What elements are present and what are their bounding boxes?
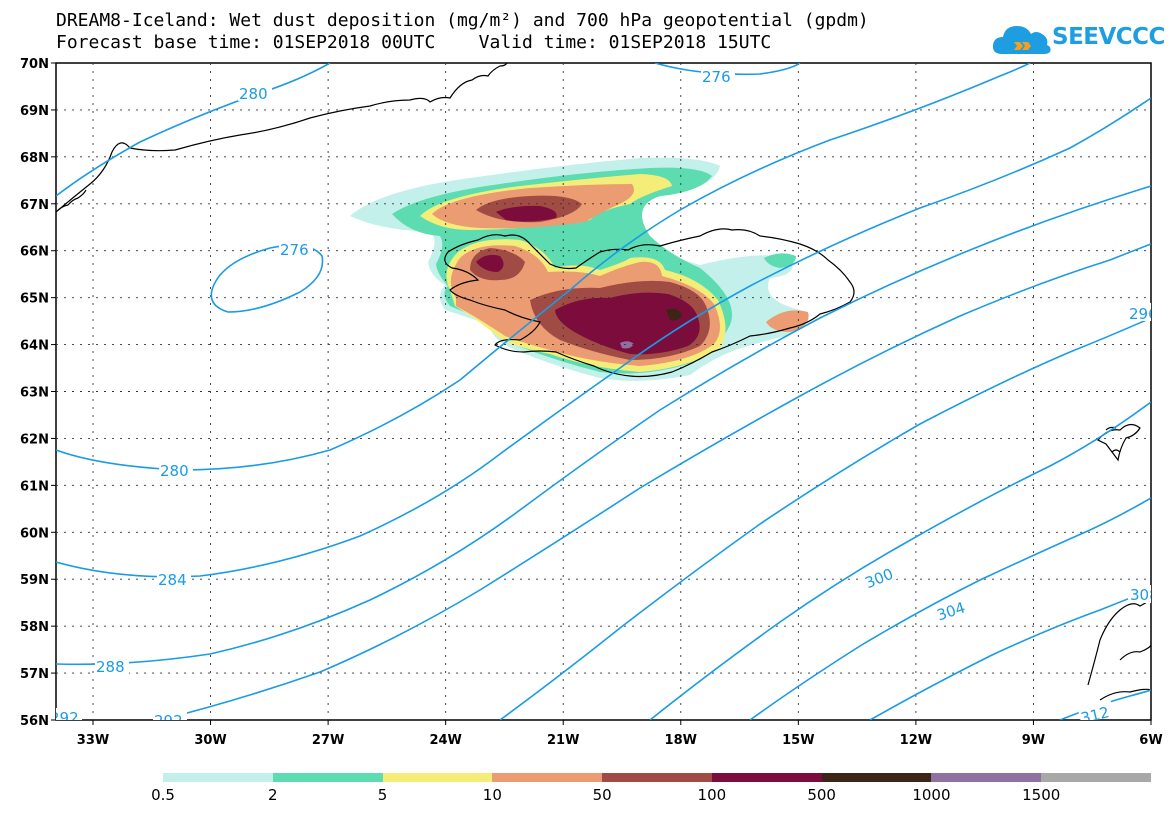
legend-swatch (602, 773, 712, 782)
legend-swatch (272, 773, 383, 782)
dust-level-100 (555, 292, 700, 355)
dust-level-1000 (620, 341, 634, 349)
lon-label: 9W (1022, 733, 1045, 748)
legend-swatch (492, 773, 603, 782)
legend-label: 50 (592, 786, 612, 804)
lat-label: 66N (20, 245, 49, 260)
shetland-coast (1097, 423, 1141, 462)
contour-276-oval (210, 244, 324, 313)
lat-label: 59N (20, 573, 49, 588)
contour-label-280: 280 (160, 462, 189, 480)
lat-label: 70N (20, 57, 49, 72)
contour-276-north (654, 63, 801, 76)
legend-label: 0.5 (151, 786, 175, 804)
lon-label: 24W (429, 733, 461, 748)
legend-label: 1500 (1022, 786, 1061, 804)
lon-label: 12W (900, 733, 932, 748)
dust-level-100-c (476, 254, 504, 272)
dust-deposition-shading (350, 157, 809, 381)
lat-label: 56N (20, 714, 49, 729)
contour-label-276-oval: 276 (280, 241, 309, 259)
contour-284 (56, 97, 1151, 578)
contour-300 (649, 401, 1151, 720)
legend-swatch (711, 773, 822, 782)
legend-swatch (1041, 773, 1152, 782)
greenland-coast-detail (56, 189, 87, 213)
contour-288 (56, 185, 1151, 666)
lat-label: 65N (20, 292, 49, 307)
legend-label: 1000 (912, 786, 951, 804)
legend-label: 100 (697, 786, 727, 804)
lon-label: 6W (1139, 733, 1162, 748)
contour-labels: 280 276 276 280 284 288 292 292 296 300 … (50, 67, 1159, 730)
greenland-coast (56, 63, 508, 213)
title-line-2: Forecast base time: 01SEP2018 00UTC Vali… (56, 32, 772, 53)
lon-label: 30W (194, 733, 226, 748)
lat-label: 64N (20, 339, 49, 354)
legend-swatch (931, 773, 1042, 782)
dust-level-100-b (496, 205, 557, 222)
contour-296 (499, 317, 1151, 720)
lat-label: 58N (20, 620, 49, 635)
contour-label-292-left: 292 (50, 709, 79, 727)
lat-label: 60N (20, 526, 49, 541)
title-line-1: DREAM8-Iceland: Wet dust deposition (mg/… (56, 10, 869, 31)
contour-label-280-north: 280 (239, 85, 268, 103)
dust-level-2-east (764, 253, 796, 268)
contour-label-276-north: 276 (702, 68, 731, 86)
map-title: DREAM8-Iceland: Wet dust deposition (mg/… (56, 10, 869, 54)
contour-292 (159, 243, 1151, 720)
seevccc-logo: SEEVCCC (992, 20, 1165, 58)
contour-304 (749, 497, 1151, 720)
lon-label: 15W (782, 733, 814, 748)
lat-label: 68N (20, 151, 49, 166)
lon-label: 27W (312, 733, 344, 748)
geopotential-contours (56, 63, 1151, 720)
coastlines (56, 63, 1151, 701)
contour-label-288: 288 (96, 658, 125, 676)
legend-colorbar (163, 773, 1152, 782)
contour-label-284: 284 (158, 571, 187, 589)
lon-label: 33W (77, 733, 109, 748)
contour-label-308: 308 (1130, 586, 1159, 604)
lat-label: 69N (20, 104, 49, 119)
legend-label: 2 (267, 786, 278, 804)
lon-label: 21W (547, 733, 579, 748)
lat-label: 61N (20, 479, 49, 494)
legend-label: 10 (482, 786, 502, 804)
legend-label: 500 (807, 786, 836, 804)
scotland-coast (1087, 599, 1151, 701)
contour-308 (869, 589, 1151, 720)
contour-280-main (56, 63, 1031, 471)
latitude-labels: 70N 69N 68N 67N 66N 65N 64N 63N 62N 61N 60N 59N 58N 5… (20, 57, 56, 729)
legend-label: 5 (377, 786, 388, 804)
lon-label: 18W (665, 733, 697, 748)
lat-label: 57N (20, 667, 49, 682)
contour-label-312: 312 (1079, 703, 1111, 727)
dust-level-10-east (766, 310, 809, 332)
contour-label-296: 296 (1129, 305, 1158, 323)
legend-swatch (382, 773, 493, 782)
cloud-icon (992, 26, 1051, 54)
legend-swatch (163, 773, 273, 782)
contour-label-292: 292 (154, 712, 183, 730)
lat-label: 67N (20, 198, 49, 213)
legend-swatch (821, 773, 932, 782)
dust-level-500 (666, 308, 682, 321)
lat-label: 63N (20, 386, 49, 401)
logo-text: SEEVCCC (1052, 24, 1165, 50)
iceland-coast (444, 228, 855, 378)
lat-label: 62N (20, 432, 49, 447)
contour-280-north (56, 63, 331, 197)
longitude-labels: 33W 30W 27W 24W 21W 18W 15W 12W 9W 6W (77, 720, 1163, 748)
